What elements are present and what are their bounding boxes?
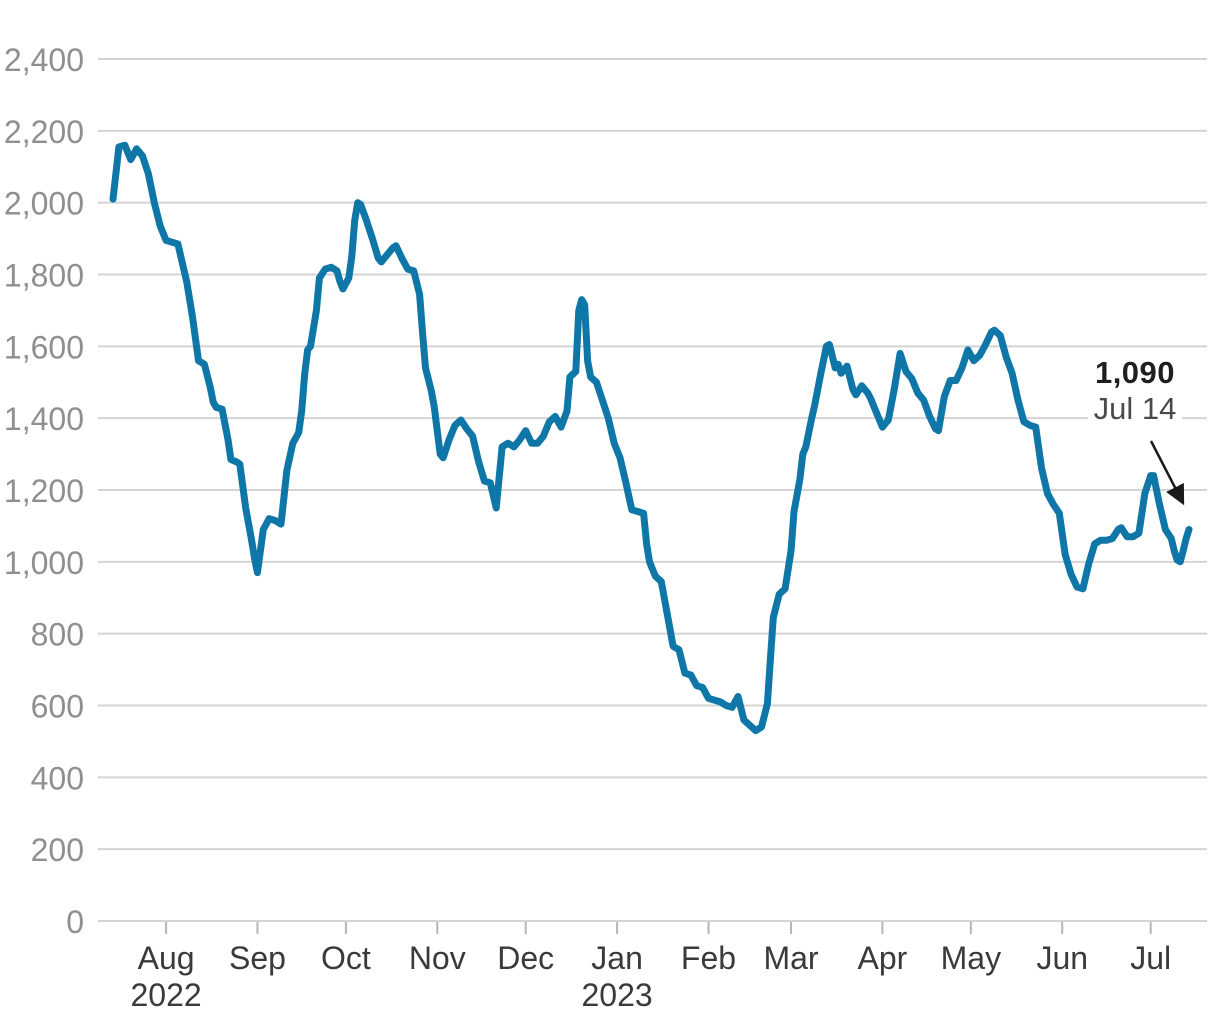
month-label: Dec bbox=[497, 940, 554, 976]
y-axis-label: 200 bbox=[31, 832, 84, 868]
y-axis-label: 1,000 bbox=[4, 545, 84, 581]
y-axis-label: 2,000 bbox=[4, 186, 84, 222]
month-label: Feb bbox=[681, 940, 736, 976]
annotation-date: Jul 14 bbox=[1087, 391, 1183, 427]
y-axis-label: 1,200 bbox=[4, 473, 84, 509]
month-label: Apr bbox=[858, 940, 908, 976]
series-line bbox=[109, 141, 1193, 735]
y-axis-label: 400 bbox=[31, 760, 84, 796]
gridlines bbox=[98, 58, 1207, 922]
annotation-value: 1,090 bbox=[1094, 355, 1176, 390]
data-series bbox=[109, 141, 1193, 735]
year-label: 2023 bbox=[582, 977, 653, 1013]
month-label: May bbox=[941, 940, 1001, 976]
y-axis-label: 800 bbox=[31, 617, 84, 653]
y-axis-label: 0 bbox=[66, 904, 84, 940]
month-label: Jun bbox=[1036, 940, 1088, 976]
year-label: 2022 bbox=[130, 977, 201, 1013]
month-label: Jan bbox=[591, 940, 643, 976]
month-label: Oct bbox=[321, 940, 371, 976]
month-label: Jul bbox=[1130, 940, 1171, 976]
y-axis-label: 1,800 bbox=[4, 258, 84, 294]
annotation-graphics bbox=[1149, 440, 1185, 506]
month-label: Nov bbox=[409, 940, 466, 976]
y-axis-label: 2,200 bbox=[4, 114, 84, 150]
y-axis-label: 600 bbox=[31, 689, 84, 725]
y-axis-label: 1,600 bbox=[4, 329, 84, 365]
y-axis-label: 2,400 bbox=[4, 42, 84, 78]
month-label: Sep bbox=[229, 940, 286, 976]
last-value-annotation: 1,090 Jul 14 bbox=[1068, 355, 1202, 427]
annotation-arrow bbox=[1149, 440, 1185, 506]
y-axis-labels: 0 200 400 600 800 1,000 1,200 1,400 1,600 1,800 2,… bbox=[4, 42, 84, 940]
y-axis-label: 1,400 bbox=[4, 401, 84, 437]
month-label: Mar bbox=[763, 940, 818, 976]
month-label: Aug bbox=[138, 940, 195, 976]
